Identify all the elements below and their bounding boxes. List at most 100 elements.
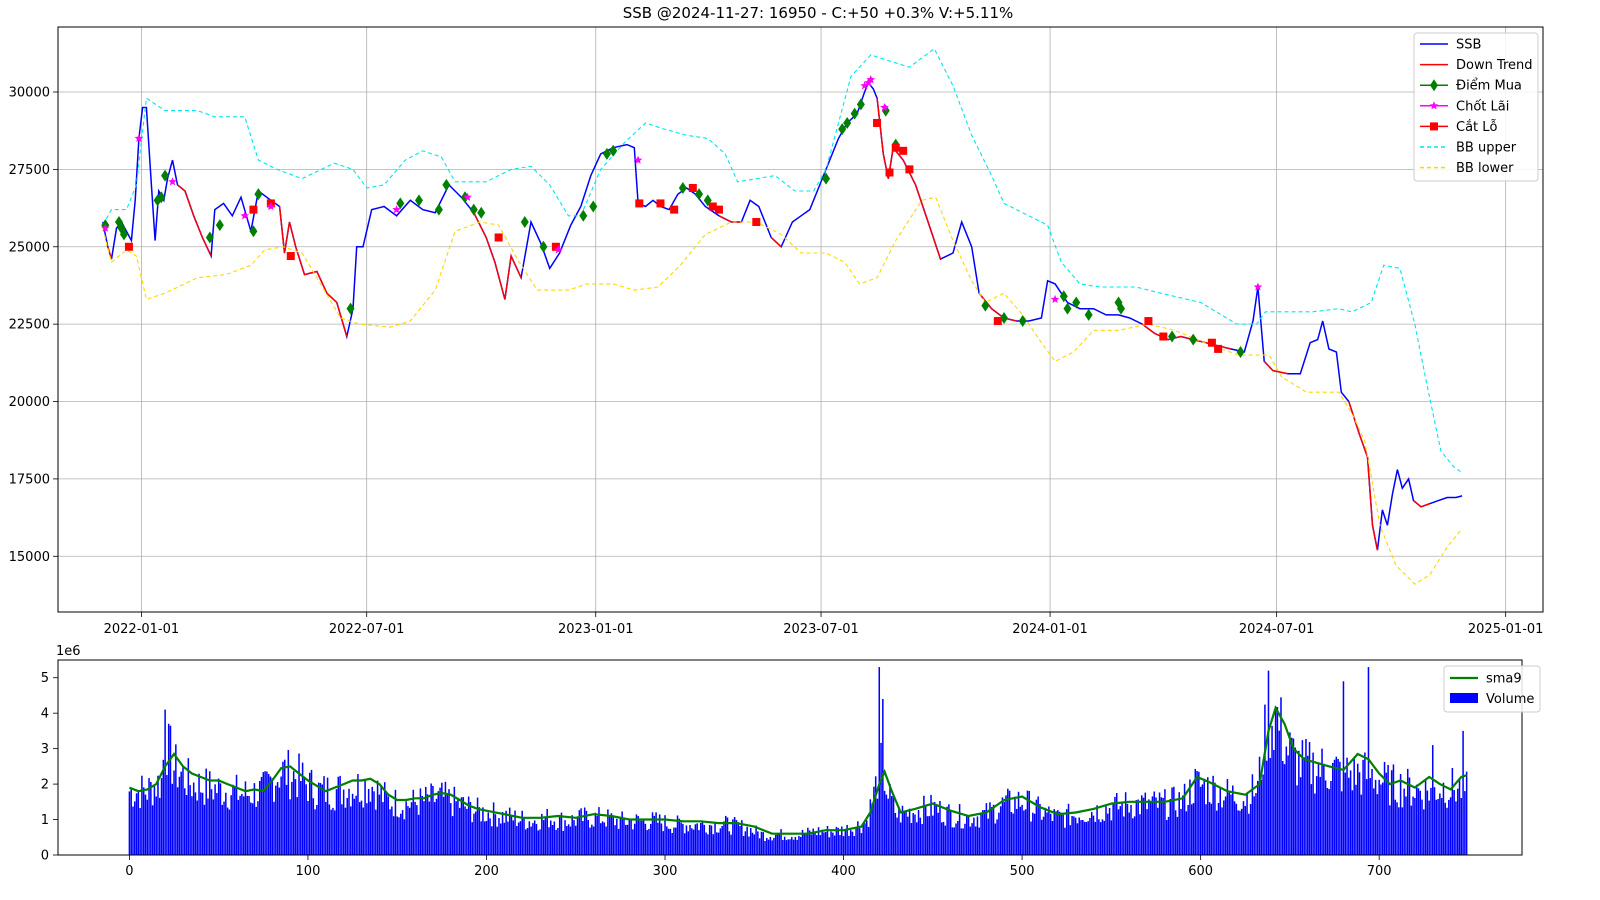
volume-bar-641 (1273, 750, 1275, 855)
volume-bar-154 (403, 819, 406, 855)
volume-bar-634 (1260, 779, 1263, 855)
volume-bar-718 (1410, 805, 1413, 855)
volume-bar-299 (662, 831, 664, 855)
volume-bar-21 (166, 775, 168, 855)
volume-bar-379 (805, 833, 807, 855)
buy-marker-31 (850, 107, 859, 120)
volume-bar-671 (1326, 788, 1329, 855)
volume-bar-588 (1178, 792, 1180, 855)
tick-label-x-3: 2023-07-01 (783, 622, 859, 637)
volume-bar-567 (1140, 795, 1143, 855)
volume-bar-535 (1083, 821, 1086, 855)
volume-bar-458 (946, 806, 948, 855)
volume-bar-717 (1408, 777, 1411, 855)
volume-bar-156 (407, 806, 409, 855)
volume-bar-385 (816, 835, 818, 855)
volume-bar-420 (878, 667, 881, 855)
volume-bar-744 (1456, 788, 1459, 855)
volume-bar-472 (971, 823, 973, 855)
volume-bar-690 (1360, 794, 1363, 855)
volume-bar-66 (246, 795, 249, 855)
volume-bar-621 (1237, 810, 1239, 855)
volume-bar-401 (844, 830, 847, 855)
volume-bar-72 (257, 801, 259, 855)
volume-bar-696 (1371, 769, 1373, 855)
volume-bar-39 (198, 773, 200, 855)
volume-bar-334 (724, 815, 727, 855)
volume-chart: 0 100 200 300 400 500 600 700 0 1 2 3 4 5 1e6 sma9 Volum… (41, 644, 1541, 879)
volume-bar-536 (1085, 822, 1088, 855)
volume-bar-271 (612, 815, 615, 855)
cut-marker-12 (752, 218, 761, 226)
volume-bar-498 (1017, 791, 1020, 855)
volume-bar-136 (371, 786, 373, 855)
legend-label-buy: Điểm Mua (1456, 79, 1522, 94)
volume-bar-640 (1271, 725, 1273, 855)
volume-bar-300 (664, 815, 666, 855)
buy-marker-11 (346, 302, 355, 315)
volume-bar-267 (605, 826, 607, 855)
volume-bar-440 (914, 814, 916, 855)
volume-bar-609 (1215, 810, 1218, 855)
volume-bar-402 (846, 824, 848, 855)
volume-bar-270 (610, 813, 613, 855)
volume-bar-668 (1321, 748, 1323, 855)
volume-bar-239 (555, 829, 557, 855)
volume-bar-481 (987, 818, 989, 855)
tick-label-y-4: 25000 (9, 240, 50, 255)
volume-bar-636 (1264, 704, 1266, 855)
volume-bar-320 (699, 823, 702, 855)
volume-bar-734 (1439, 793, 1441, 855)
volume-bar-307 (676, 815, 679, 855)
volume-bar-497 (1015, 808, 1018, 855)
buy-marker-35 (981, 299, 990, 312)
volume-bar-432 (899, 822, 902, 855)
volume-bar-77 (266, 771, 268, 855)
volume-bar-326 (710, 825, 713, 855)
volume-bar-272 (614, 825, 616, 855)
volume-bar-437 (908, 808, 911, 855)
volume-bar-22 (167, 723, 170, 855)
volume-bar-526 (1067, 803, 1070, 855)
volume-bar-612 (1221, 807, 1223, 855)
volume-bar-513 (1044, 807, 1047, 855)
volume-bar-53 (223, 801, 225, 855)
volume-bar-278 (624, 824, 627, 855)
volume-bar-80 (271, 778, 274, 855)
take-marker-6 (463, 192, 472, 201)
volume-bar-644 (1278, 730, 1280, 855)
volume-bar-207 (498, 818, 500, 855)
volume-bar-361 (773, 837, 775, 855)
cut-marker-15 (891, 143, 900, 152)
volume-bar-351 (755, 825, 757, 855)
buy-marker-17 (469, 203, 478, 216)
volume-bar-178 (446, 795, 448, 855)
volume-bar-40 (200, 792, 202, 855)
volume-bar-230 (539, 829, 541, 855)
volume-bar-633 (1258, 756, 1261, 855)
volume-bar-258 (589, 827, 591, 855)
volume-bar-275 (619, 816, 622, 855)
volume-bar-41 (201, 792, 204, 855)
volume-bar-120 (342, 789, 345, 855)
volume-bar-507 (1033, 813, 1036, 855)
volume-bar-482 (989, 802, 991, 855)
volume-bar-699 (1376, 794, 1379, 855)
volume-bar-622 (1239, 810, 1241, 855)
volume-bar-61 (237, 799, 240, 855)
volume-bar-639 (1269, 758, 1272, 855)
volume-bar-122 (346, 797, 348, 855)
volume-bar-570 (1146, 809, 1148, 855)
volume-bar-713 (1401, 807, 1404, 855)
volume-bar-721 (1415, 784, 1418, 855)
volume-bar-556 (1121, 801, 1123, 855)
volume-bar-226 (532, 823, 534, 855)
volume-bar-119 (341, 804, 343, 855)
volume-bar-55 (226, 807, 229, 855)
volume-bar-283 (633, 823, 636, 855)
volume-bar-703 (1383, 761, 1386, 855)
take-marker-3 (240, 211, 249, 220)
volume-bar-677 (1337, 759, 1339, 855)
volume-bar-594 (1189, 779, 1191, 855)
volume-bar-521 (1058, 811, 1061, 855)
